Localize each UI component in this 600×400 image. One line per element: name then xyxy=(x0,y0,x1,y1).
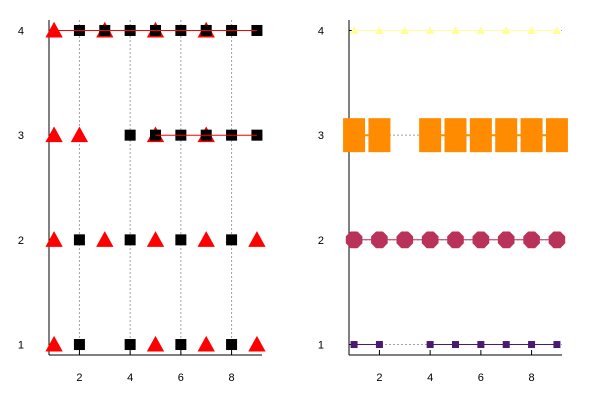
series-3-marker xyxy=(552,26,562,34)
series-0-marker xyxy=(248,335,266,352)
x-tick-label: 4 xyxy=(127,372,133,384)
left-panel: 2 4 6 8 1 2 3 4 xyxy=(18,20,266,384)
series-1-marker xyxy=(251,24,263,36)
series-3-marker xyxy=(425,26,435,34)
series-1-marker xyxy=(447,231,464,249)
series-1-marker xyxy=(396,231,414,249)
series-1-marker xyxy=(175,234,187,246)
series-1-marker xyxy=(371,231,388,249)
series-0-marker xyxy=(45,335,63,352)
x-tick-label: 4 xyxy=(427,372,433,384)
series-2-marker xyxy=(343,118,366,153)
series-3-marker xyxy=(400,26,410,34)
series-1-marker xyxy=(175,339,187,351)
series-0-marker xyxy=(375,341,383,349)
series-0-marker xyxy=(45,126,63,143)
series-0-marker xyxy=(45,231,63,247)
y-tick-label: 4 xyxy=(318,25,324,37)
x-tick-label: 6 xyxy=(478,372,484,384)
series-2-marker xyxy=(368,118,391,153)
series-1-marker xyxy=(73,234,85,246)
x-tick-label: 2 xyxy=(376,372,382,384)
series-0-marker xyxy=(96,231,114,247)
series-0-marker xyxy=(197,231,215,247)
series-3-marker xyxy=(501,26,511,34)
series-1-marker xyxy=(251,129,263,141)
series-1-marker xyxy=(124,129,136,141)
right-panel: 2 4 6 8 1 2 3 4 xyxy=(318,20,568,384)
series-2-marker xyxy=(545,118,568,153)
series-3-marker xyxy=(349,26,359,34)
series-1-marker xyxy=(124,234,136,246)
series-0-marker xyxy=(146,335,165,352)
series-0-marker xyxy=(477,341,485,349)
y-tick-label: 3 xyxy=(18,130,24,142)
y-tick-label: 1 xyxy=(318,340,324,352)
series-1-marker xyxy=(124,339,136,351)
series-2-marker xyxy=(520,118,543,153)
series-0-marker xyxy=(45,21,63,38)
series-3-marker xyxy=(527,26,536,34)
series-1-marker xyxy=(548,231,566,249)
series-2-marker xyxy=(444,118,467,153)
series-1-marker xyxy=(73,339,85,351)
series-0-marker xyxy=(248,231,266,247)
series-2-marker xyxy=(469,118,492,153)
series-1-marker xyxy=(497,231,515,249)
series-1-marker xyxy=(472,231,490,249)
y-tick-label: 2 xyxy=(18,235,24,247)
series-3-marker xyxy=(476,26,486,34)
series-0-marker xyxy=(502,341,510,349)
series-2-marker xyxy=(495,118,518,153)
series-1-marker xyxy=(226,339,238,351)
series-1-marker xyxy=(421,231,439,249)
series-0-marker xyxy=(426,341,434,349)
x-tick-label: 8 xyxy=(229,372,235,384)
series-0-marker xyxy=(553,341,561,349)
series-0-marker xyxy=(452,341,459,349)
series-0-marker xyxy=(146,231,165,247)
y-tick-label: 3 xyxy=(318,130,324,142)
series-0-marker xyxy=(197,335,215,352)
series-0-marker xyxy=(528,341,536,349)
x-tick-label: 2 xyxy=(76,372,82,384)
series-0-marker xyxy=(350,341,358,349)
series-1-marker xyxy=(345,231,363,249)
series-3-marker xyxy=(375,26,384,34)
series-3-marker xyxy=(451,26,460,34)
x-tick-label: 8 xyxy=(529,372,535,384)
series-2-marker xyxy=(419,118,442,153)
x-tick-label: 6 xyxy=(178,372,184,384)
y-tick-label: 1 xyxy=(18,340,24,352)
y-tick-label: 4 xyxy=(18,25,24,37)
y-tick-label: 2 xyxy=(318,235,324,247)
series-1-marker xyxy=(523,231,540,249)
series-0-marker xyxy=(70,126,89,143)
series-1-marker xyxy=(226,234,238,246)
